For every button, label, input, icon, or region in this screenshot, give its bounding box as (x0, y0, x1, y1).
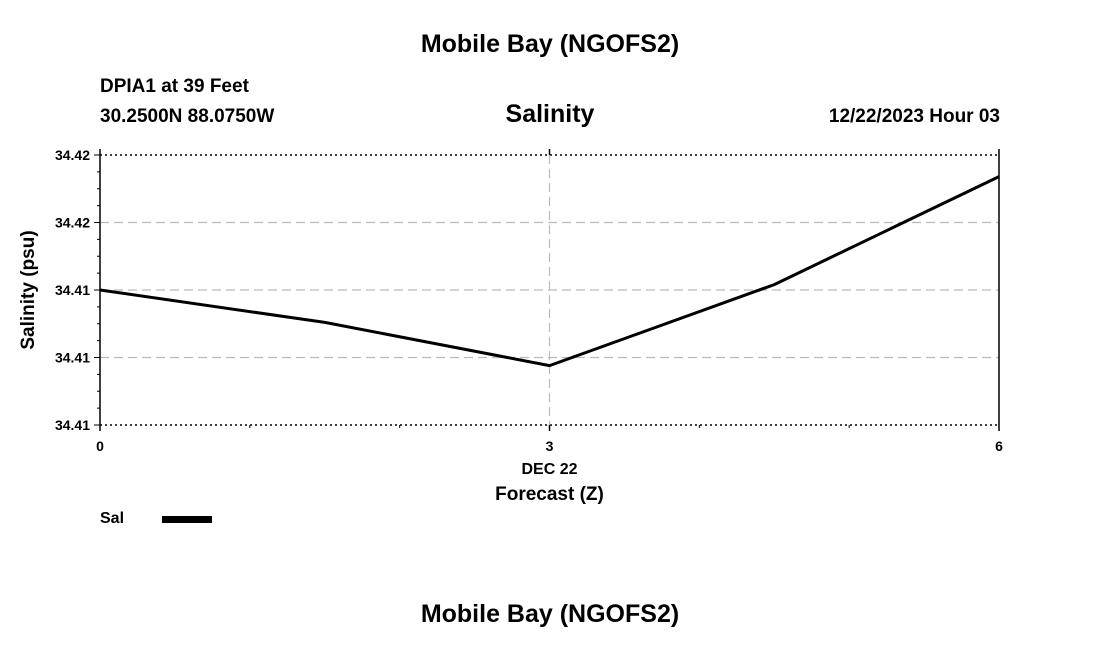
legend-label: Sal (100, 510, 125, 527)
station-coordinates: 30.2500N 88.0750W (100, 106, 275, 127)
x-axis-label: Forecast (Z) (495, 484, 604, 505)
x-tick-label: 3 (546, 438, 554, 454)
series-line-sal (99, 175, 1000, 368)
y-tick-label: 34.41 (55, 417, 90, 433)
forecast-datetime: 12/22/2023 Hour 03 (828, 106, 1000, 127)
station-label: DPIA1 at 39 Feet (100, 76, 249, 97)
x-date-label: DEC 22 (521, 461, 577, 478)
chart-subtitle: Salinity (505, 100, 595, 128)
footer-title: Mobile Bay (NGOFS2) (420, 600, 680, 628)
y-tick-label: 34.42 (55, 215, 90, 231)
x-tick-label: 6 (995, 438, 1003, 454)
y-tick-label: 34.41 (55, 282, 90, 298)
y-axis-label: Salinity (psu) (18, 230, 39, 349)
y-tick-label: 34.42 (55, 147, 90, 163)
legend-swatch (162, 516, 212, 523)
chart-title: Mobile Bay (NGOFS2) (420, 30, 680, 58)
x-tick-label: 0 (96, 438, 104, 454)
y-tick-label: 34.41 (55, 350, 90, 366)
